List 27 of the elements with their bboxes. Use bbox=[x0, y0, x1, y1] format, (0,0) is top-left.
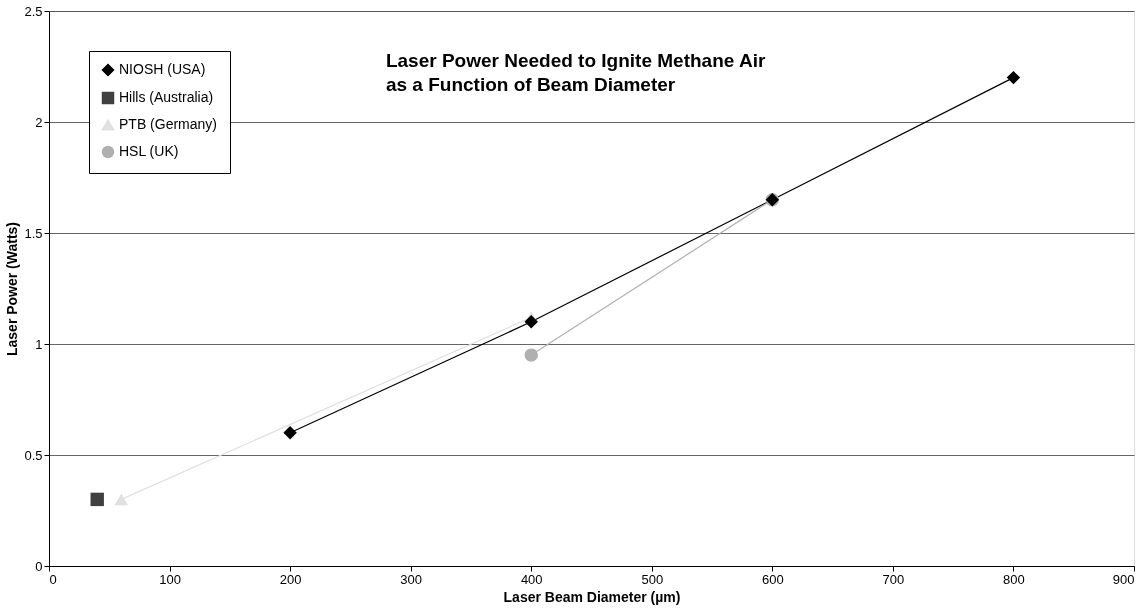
legend-label: Hills (Australia) bbox=[119, 89, 214, 105]
y-tick-label: 1.5 bbox=[24, 225, 43, 241]
x-tick-label: 600 bbox=[761, 571, 784, 587]
x-tick-label: 800 bbox=[1003, 571, 1025, 587]
point bbox=[1006, 70, 1021, 85]
x-tick-label: 400 bbox=[520, 571, 543, 587]
x-tick-label: 100 bbox=[159, 571, 181, 587]
x-tick-label: 0 bbox=[49, 571, 57, 587]
legend-label: HSL (UK) bbox=[119, 143, 179, 159]
x-axis-title: Laser Beam Diameter (µm) bbox=[503, 588, 681, 605]
y-tick-label: 2.5 bbox=[24, 3, 43, 19]
point bbox=[283, 426, 297, 440]
x-tick-label: 200 bbox=[279, 571, 302, 587]
y-axis-title: Laser Power (Watts) bbox=[4, 221, 21, 357]
x-tick-label: 300 bbox=[400, 571, 423, 587]
text: Laser Power Needed to Ignite Methane Air as a Function of Beam Diameter bbox=[385, 50, 766, 95]
point bbox=[524, 348, 538, 362]
legend-label: NIOSH (USA) bbox=[119, 61, 206, 77]
y-tick-label: 1 bbox=[35, 336, 43, 352]
x-tick-label: 900 bbox=[1112, 571, 1135, 587]
y-tick-label: 2 bbox=[35, 114, 43, 130]
y-tick-label: 0.5 bbox=[24, 447, 43, 463]
x-tick-label: 500 bbox=[641, 571, 664, 587]
legend-label: PTB (Germany) bbox=[119, 116, 218, 132]
x-tick-label: 700 bbox=[882, 571, 905, 587]
y-tick-label: 0 bbox=[35, 558, 43, 574]
point bbox=[90, 492, 104, 507]
